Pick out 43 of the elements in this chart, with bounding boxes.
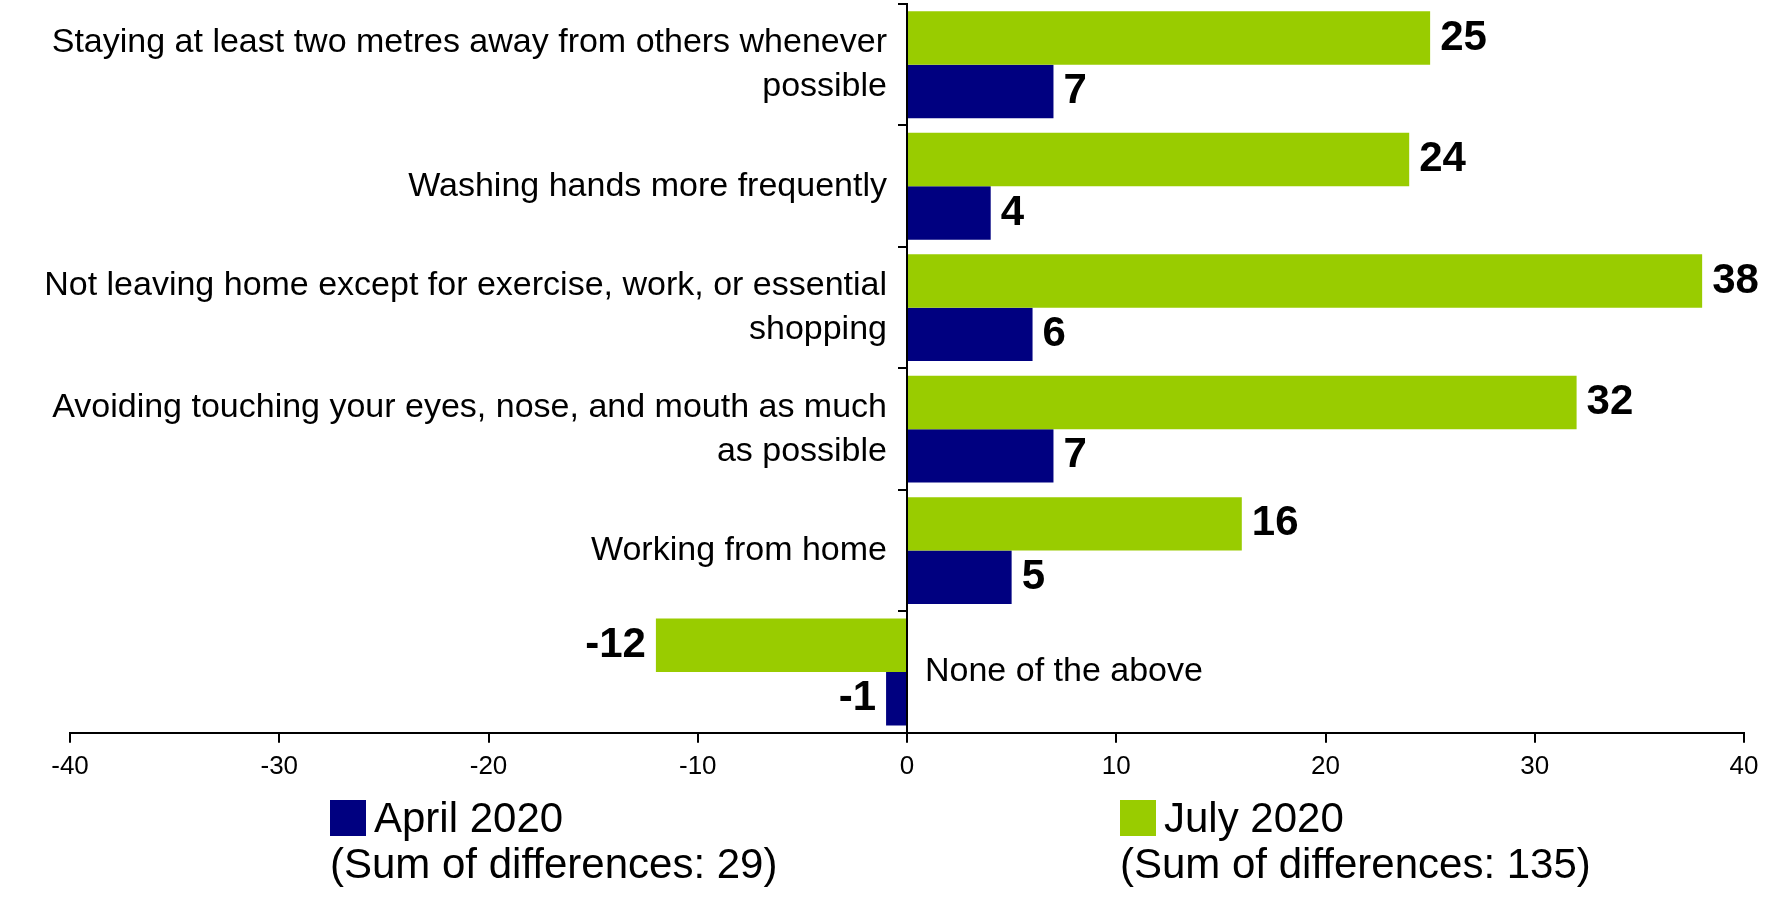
bar [908, 550, 1012, 605]
legend-label: April 2020 [374, 794, 564, 841]
bar [908, 186, 991, 240]
data-label: -12 [585, 618, 646, 666]
legend-label: July 2020 [1164, 794, 1344, 841]
bar [886, 672, 906, 726]
bar [908, 375, 1577, 430]
y-tick-label: Staying at least two metres away from others whenever possible [51, 21, 887, 104]
bar [908, 64, 1054, 119]
data-label: 7 [1063, 65, 1087, 113]
x-tick-label: -10 [678, 749, 717, 780]
data-label: 4 [1000, 186, 1025, 234]
data-label: 38 [1712, 254, 1759, 302]
y-tick-label: Washing hands more frequently [408, 164, 887, 203]
data-label: 16 [1251, 497, 1299, 545]
y-tick-label: Avoiding touching your eyes, nose, and mouth as much as possible [52, 385, 887, 468]
data-label: 25 [1440, 11, 1487, 59]
text: (Sum of differences: 29) [330, 840, 778, 887]
bar [908, 307, 1033, 362]
x-tick-label: -40 [51, 749, 89, 780]
x-tick-label: 40 [1729, 749, 1759, 780]
bar [908, 254, 1703, 308]
x-tick-label: 0 [899, 749, 915, 780]
text: (Sum of differences: 135) [1120, 840, 1591, 887]
data-label: 5 [1021, 550, 1045, 598]
data-label: 32 [1586, 375, 1634, 423]
y-tick-label: Working from home [590, 528, 887, 567]
y-tick-label: None of the above [925, 650, 1203, 689]
data-label: 6 [1042, 307, 1066, 355]
bar [908, 429, 1054, 483]
x-tick-label: 10 [1101, 749, 1131, 780]
bar [908, 132, 1410, 187]
data-label: 7 [1063, 429, 1087, 477]
x-tick-label: 20 [1311, 749, 1340, 780]
data-label: -1 [838, 672, 877, 720]
x-tick-label: -30 [260, 749, 299, 780]
bar [908, 11, 1431, 65]
bar [655, 618, 906, 673]
data-label: 24 [1419, 133, 1467, 181]
x-tick-label: 30 [1520, 749, 1550, 780]
y-tick-label: Not leaving home except for exercise, work, or essential shopping [44, 264, 887, 347]
bar [908, 497, 1242, 551]
x-tick-label: -20 [469, 749, 508, 780]
